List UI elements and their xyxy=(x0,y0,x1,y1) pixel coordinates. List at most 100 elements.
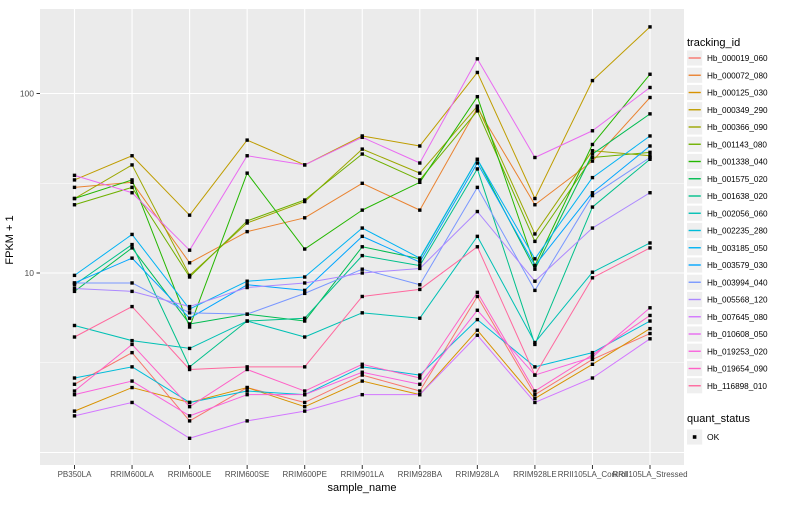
data-point xyxy=(590,175,595,180)
data-point xyxy=(648,154,652,158)
legend-item-label: Hb_000349_290 xyxy=(707,106,768,115)
series-points-Hb_000072_080 xyxy=(72,95,652,265)
data-point xyxy=(187,307,192,311)
legend-item-Hb_001338_040: Hb_001338_040 xyxy=(687,153,768,170)
legend-item-Hb_000125_030: Hb_000125_030 xyxy=(687,84,768,101)
data-point xyxy=(72,173,77,178)
data-point xyxy=(475,104,480,108)
data-point xyxy=(130,400,134,405)
data-point xyxy=(533,155,537,160)
data-point xyxy=(475,70,480,75)
data-point xyxy=(72,335,77,339)
data-point xyxy=(303,275,307,279)
data-point xyxy=(130,365,134,369)
data-point xyxy=(418,161,422,165)
data-point xyxy=(533,396,537,401)
legend-item-label: Hb_001575_020 xyxy=(707,175,768,184)
data-point xyxy=(533,400,537,405)
legend-item-Hb_019253_020: Hb_019253_020 xyxy=(687,343,768,359)
data-point xyxy=(360,271,364,275)
legend-item-Hb_001143_080: Hb_001143_080 xyxy=(687,136,767,152)
data-point xyxy=(130,242,134,247)
legend-item-Hb_000019_060: Hb_000019_060 xyxy=(687,50,768,66)
data-point xyxy=(130,338,134,343)
legend-item-label: Hb_000019_060 xyxy=(707,54,768,63)
data-point xyxy=(475,245,480,249)
legend-item-Hb_003185_050: Hb_003185_050 xyxy=(687,240,768,256)
data-point xyxy=(245,171,249,175)
data-point xyxy=(303,404,307,409)
data-point xyxy=(245,312,249,316)
data-point xyxy=(245,389,249,393)
legend-item-Hb_003579_030: Hb_003579_030 xyxy=(687,257,768,273)
data-point xyxy=(130,185,134,190)
legend-item-label: Hb_000125_030 xyxy=(707,89,768,98)
data-point xyxy=(303,247,307,251)
legend-item-label: Hb_001338_040 xyxy=(707,158,768,167)
legend-item-label: Hb_002056_060 xyxy=(707,209,768,218)
data-point xyxy=(130,178,134,182)
data-point xyxy=(187,213,192,217)
data-point xyxy=(590,152,595,156)
legend-item-label: Hb_003185_050 xyxy=(707,244,768,253)
data-point xyxy=(303,288,307,293)
data-point xyxy=(360,267,364,271)
data-point xyxy=(475,234,480,239)
data-point xyxy=(72,203,77,207)
data-point xyxy=(648,191,652,195)
legend-item-Hb_000349_290: Hb_000349_290 xyxy=(687,102,768,118)
series-points-Hb_007645_080 xyxy=(72,333,652,440)
data-point xyxy=(303,216,307,220)
data-point xyxy=(360,208,364,212)
legend-item-label: Hb_000366_090 xyxy=(707,123,768,132)
data-point xyxy=(360,365,364,369)
series-points-Hb_003185_050 xyxy=(72,134,652,311)
data-point xyxy=(187,316,192,320)
data-point xyxy=(475,185,480,190)
data-point xyxy=(245,283,249,287)
data-point xyxy=(648,337,652,341)
data-point xyxy=(72,389,77,393)
legend: Hb_000019_060 Hb_000072_080 Hb_000125_030 H… xyxy=(687,50,768,445)
data-point xyxy=(418,256,422,260)
data-point xyxy=(590,142,595,147)
series-points-Hb_001143_080 xyxy=(72,109,652,279)
data-point xyxy=(245,367,249,372)
data-point xyxy=(418,208,422,212)
legend-item-Hb_001575_020: Hb_001575_020 xyxy=(687,171,768,187)
data-point xyxy=(360,373,364,377)
data-point xyxy=(648,25,652,29)
data-point xyxy=(72,414,77,418)
data-point xyxy=(72,376,77,380)
data-point xyxy=(303,316,307,320)
data-point xyxy=(418,316,422,320)
data-point xyxy=(475,333,480,337)
x-axis-title: sample_name xyxy=(327,482,396,494)
data-point xyxy=(533,288,537,293)
x-tick-label: PB350LA xyxy=(58,470,92,479)
legend-item-label: Hb_003994_040 xyxy=(707,278,768,287)
data-point xyxy=(475,106,480,110)
data-point xyxy=(360,311,364,315)
legend-item-Hb_002056_060: Hb_002056_060 xyxy=(687,205,768,221)
legend-item-label: Hb_002235_280 xyxy=(707,227,768,236)
legend-item-Hb_005568_120: Hb_005568_120 xyxy=(687,291,768,308)
legend-item-Hb_019654_090: Hb_019654_090 xyxy=(687,360,768,377)
data-point xyxy=(475,290,480,295)
data-point xyxy=(648,150,652,155)
data-point xyxy=(533,389,537,393)
data-point xyxy=(360,362,364,367)
data-point xyxy=(418,376,422,380)
data-point xyxy=(360,226,364,230)
data-point xyxy=(360,294,364,299)
data-point xyxy=(303,365,307,369)
data-point xyxy=(533,232,537,236)
data-point xyxy=(72,289,77,294)
data-point xyxy=(475,157,480,161)
data-point xyxy=(303,291,307,296)
data-point xyxy=(303,392,307,397)
data-point xyxy=(245,285,249,290)
data-point xyxy=(475,308,480,312)
data-point xyxy=(418,260,422,264)
